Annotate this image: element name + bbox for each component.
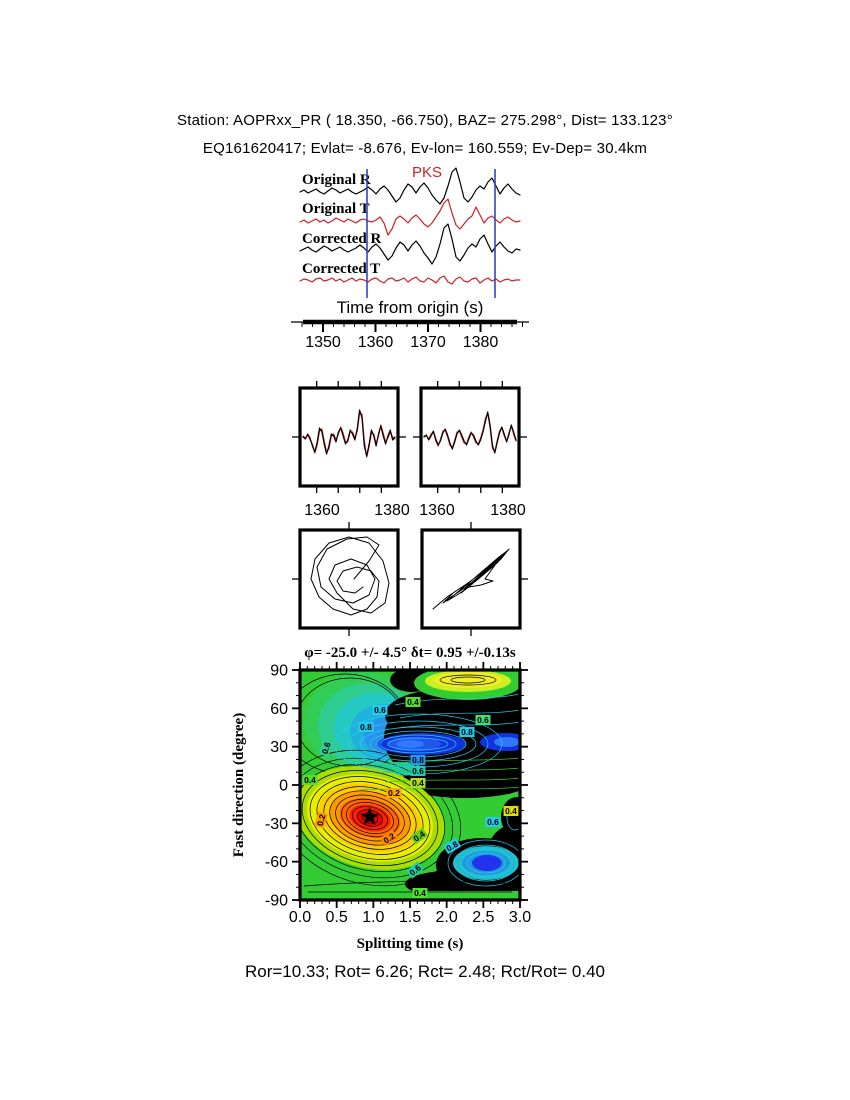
svg-text:0.8: 0.8 [412, 755, 424, 765]
svg-text:3.0: 3.0 [509, 909, 531, 926]
pm-box-0 [292, 522, 406, 636]
window-markers [366, 169, 496, 298]
wave-box-labels: 1360 1380 1360 1380 [304, 502, 526, 519]
svg-text:1380: 1380 [374, 502, 410, 519]
best-solution-star [360, 806, 380, 825]
contour-level-labels: 0.60.40.80.60.80.60.40.80.60.40.20.20.2 0… [302, 697, 519, 898]
svg-text:0.5: 0.5 [326, 909, 348, 926]
svg-text:0.8: 0.8 [360, 722, 372, 732]
svg-text:1380: 1380 [463, 334, 499, 351]
fast-direction-axis-label: Fast direction (degree) [231, 713, 247, 857]
splitting-time-label: Splitting time (s) [356, 936, 464, 952]
contour-title: φ= -25.0 +/- 4.5° δt= 0.95 +/-0.13s [304, 645, 516, 661]
svg-text:0.6: 0.6 [374, 705, 386, 715]
svg-text:2.5: 2.5 [472, 909, 494, 926]
station-title-line: Station: AOPRxx_PR ( 18.350, -66.750), B… [177, 112, 673, 129]
svg-text:0.4: 0.4 [412, 778, 424, 788]
trace-label-corrected-r: Corrected R [302, 231, 382, 247]
svg-text:1360: 1360 [304, 502, 340, 519]
error-surface-map: 0.60.40.80.60.80.60.40.80.60.40.20.20.2 0… [300, 670, 520, 900]
wave-box-1 [413, 381, 527, 493]
svg-text:0.4: 0.4 [414, 888, 426, 898]
svg-text:1350: 1350 [305, 334, 341, 351]
svg-text:2.0: 2.0 [436, 909, 458, 926]
svg-text:0.2: 0.2 [388, 788, 400, 798]
svg-text:0.4: 0.4 [505, 806, 517, 816]
time-axis-title: Time from origin (s) [336, 298, 484, 317]
svg-text:-90: -90 [265, 893, 288, 910]
contour-tick-labels: 0.0 0.5 1.0 1.5 2.0 2.5 3.0 90 60 30 0 -30 -60 -90 [265, 663, 531, 927]
svg-text:1.0: 1.0 [362, 909, 384, 926]
wave-box-0 [292, 381, 406, 493]
trace-label-original-t: Original T [302, 201, 370, 217]
trace-2 [299, 223, 521, 265]
svg-text:30: 30 [270, 739, 288, 756]
svg-text:0: 0 [279, 778, 288, 795]
svg-text:1.5: 1.5 [399, 909, 421, 926]
svg-text:0.2: 0.2 [315, 813, 328, 827]
svg-text:0.6: 0.6 [477, 715, 489, 725]
trace-3 [299, 275, 521, 285]
svg-text:Fast direction (degree): Fast direction (degree) [231, 713, 247, 857]
trace-0 [299, 167, 521, 205]
contour-frame [292, 662, 528, 908]
particle-motion-boxes [292, 522, 528, 636]
svg-text:0.8: 0.8 [461, 727, 473, 737]
svg-text:0.4: 0.4 [407, 697, 419, 707]
svg-text:1360: 1360 [419, 502, 455, 519]
svg-text:1370: 1370 [410, 334, 446, 351]
svg-text:1360: 1360 [358, 334, 394, 351]
svg-text:0.6: 0.6 [320, 741, 333, 756]
quality-stats: Ror=10.33; Rot= 6.26; Rct= 2.48; Rct/Rot… [244, 962, 606, 981]
svg-text:0.6: 0.6 [412, 766, 424, 776]
svg-text:-30: -30 [265, 816, 288, 833]
svg-text:60: 60 [270, 701, 288, 718]
waveform-compare-boxes: 1360 1380 1360 1380 [292, 381, 527, 519]
svg-text:0.0: 0.0 [289, 909, 311, 926]
event-title-line: EQ161620417; Evlat= -8.676, Ev-lon= 160.… [202, 140, 648, 157]
trace-label-corrected-t: Corrected T [302, 261, 381, 277]
phase-label: PKS [412, 164, 443, 181]
svg-text:1380: 1380 [490, 502, 526, 519]
trace-1 [299, 198, 521, 236]
svg-text:-60: -60 [265, 854, 288, 871]
svg-text:90: 90 [270, 663, 288, 680]
trace-label-original-r: Original R [302, 172, 371, 188]
svg-text:0.6: 0.6 [487, 817, 499, 827]
time-axis: 1350 1360 1370 1380 [291, 319, 529, 351]
seismogram-panel: 1350 1360 1370 1380 [291, 167, 529, 351]
pm-box-1 [414, 522, 528, 636]
svg-text:0.4: 0.4 [304, 775, 316, 785]
